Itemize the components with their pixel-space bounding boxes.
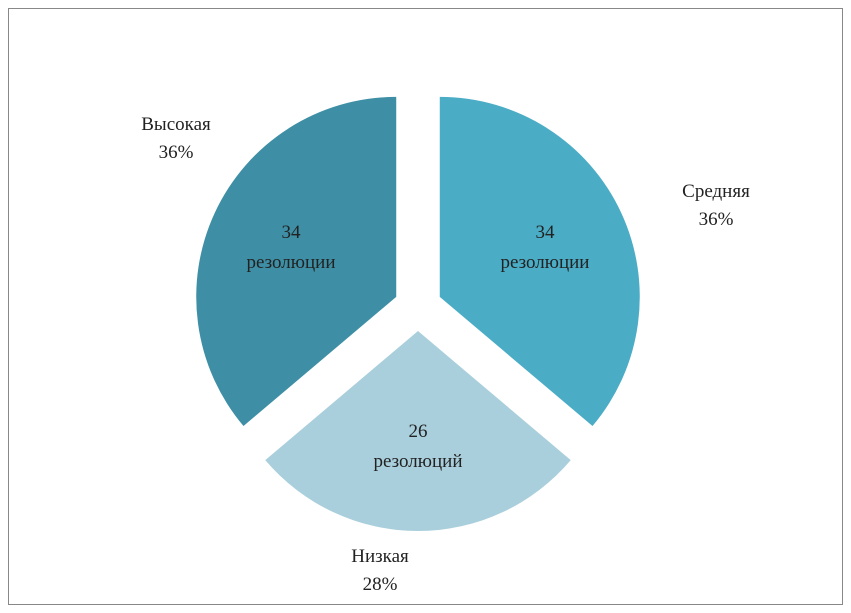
category-label: Средняя 36% (682, 181, 750, 230)
category-name: Высокая (141, 114, 211, 135)
category-label: Высокая 36% (141, 114, 211, 163)
data-label-line: 34 (282, 222, 302, 243)
pie-slice (196, 96, 397, 427)
category-label: Низкая 28% (351, 546, 409, 595)
data-label-line: 26 (409, 421, 428, 442)
data-label: 26 резолюций (374, 421, 463, 472)
data-label: 34 резолюции (247, 222, 336, 273)
data-label-line: 34 (535, 222, 555, 243)
data-label: 34 резолюции (500, 222, 589, 273)
percent-label: 28% (363, 574, 398, 595)
percent-label: 36% (159, 142, 194, 163)
pie-slice (439, 96, 640, 427)
category-name: Средняя (682, 181, 750, 202)
category-name: Низкая (351, 546, 409, 567)
data-label-line: резолюций (374, 451, 463, 472)
data-label-line: резолюции (247, 252, 336, 273)
data-label-line: резолюции (500, 252, 589, 273)
pie-slice (265, 331, 571, 532)
percent-label: 36% (699, 209, 734, 230)
